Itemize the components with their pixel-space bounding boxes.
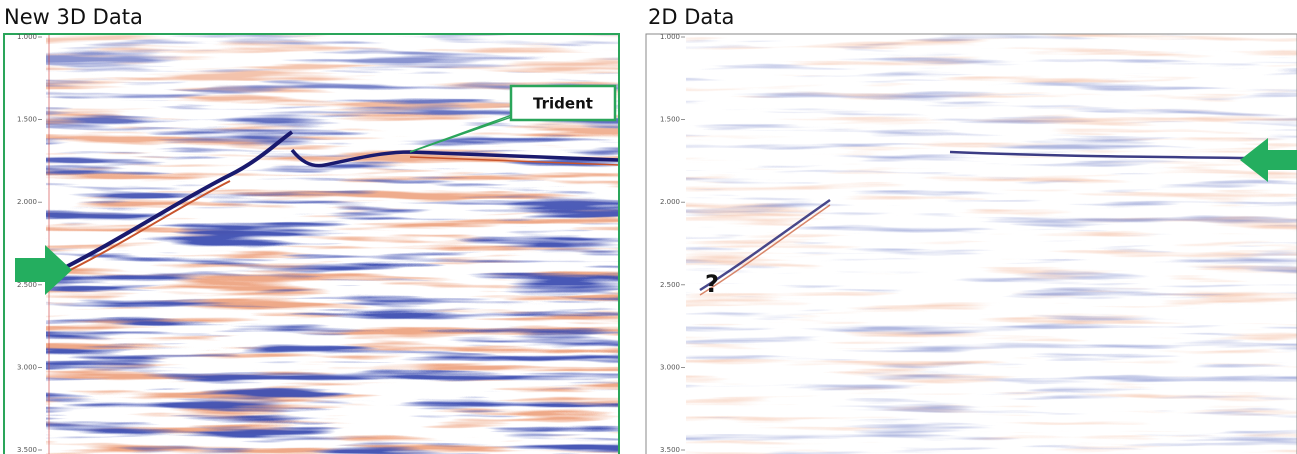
callout-label: Trident	[533, 95, 593, 113]
tick-label: 3.500	[660, 446, 680, 454]
tick-label: 1.000	[660, 33, 680, 41]
tick-label: 2.500	[660, 281, 680, 289]
tick-label: 3.500	[17, 446, 37, 454]
tick-label: 1.000	[17, 33, 37, 41]
tick-label: 2.000	[660, 198, 680, 206]
panel-title: New 3D Data	[4, 5, 143, 29]
figure: New 3D Data 1.000 1.500 2.000 2.500 3.000 3.5…	[0, 0, 1297, 454]
seismic-image	[646, 34, 1297, 454]
tick-label: 3.000	[660, 363, 680, 371]
tick-label: 1.500	[660, 116, 680, 124]
annotation: ?	[705, 270, 719, 298]
panel-title: 2D Data	[648, 5, 734, 29]
tick-label: 2.000	[17, 198, 37, 206]
tick-label: 1.500	[17, 116, 37, 124]
tick-label: 3.000	[17, 363, 37, 371]
